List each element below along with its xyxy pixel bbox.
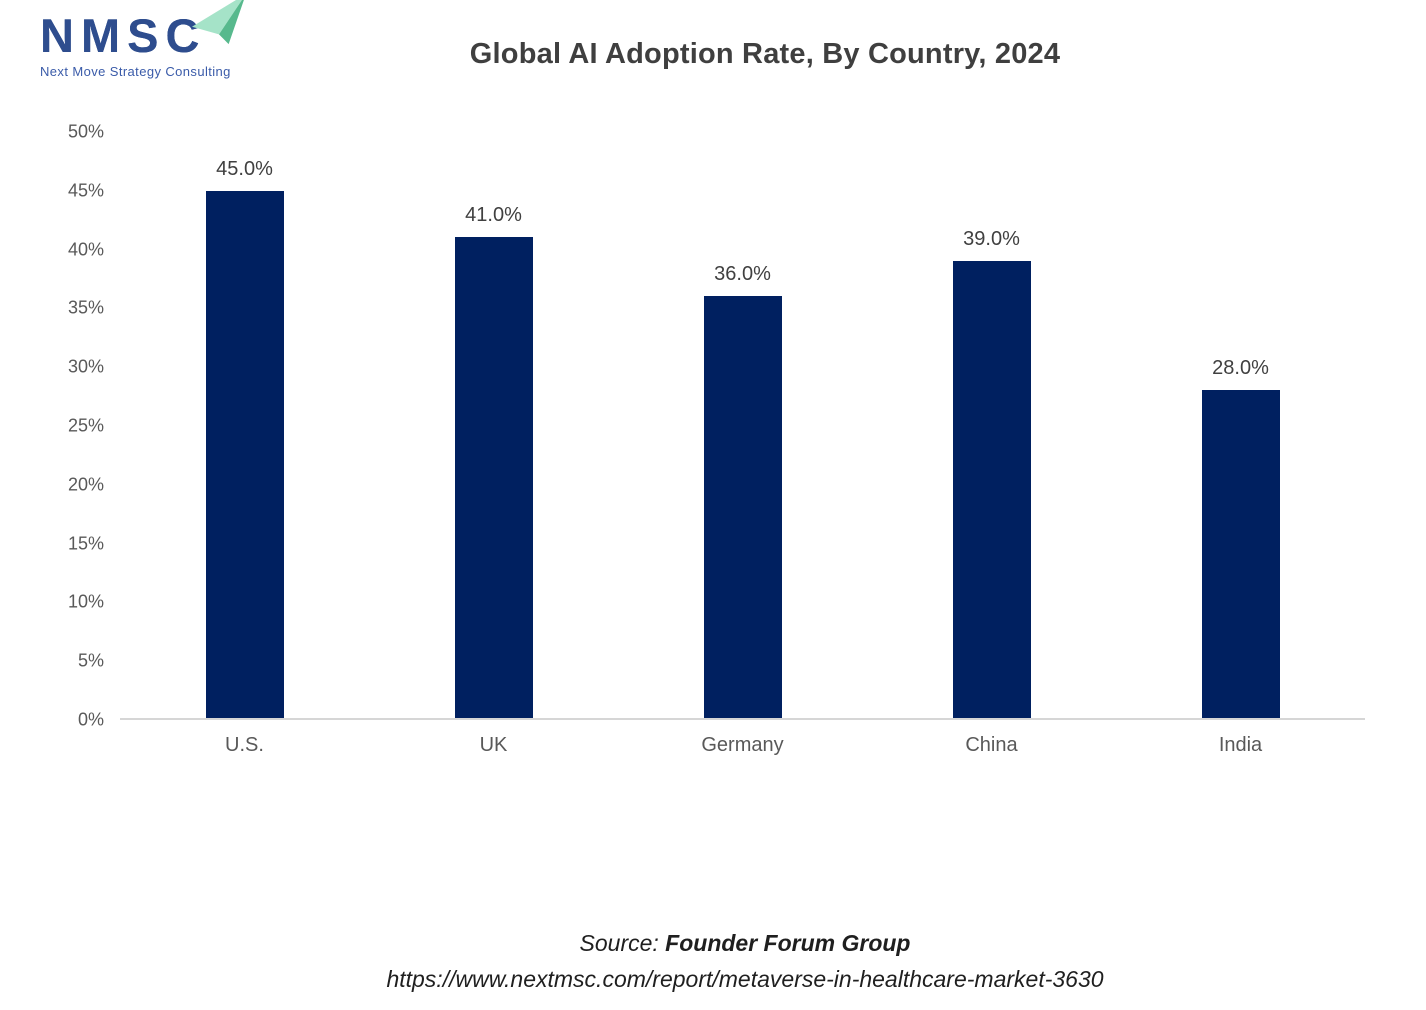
bar xyxy=(703,296,782,718)
bar-column: 45.0% U.S. xyxy=(120,132,369,756)
bar-value-label: 45.0% xyxy=(216,157,273,180)
bar-column: 36.0% Germany xyxy=(618,132,867,756)
y-tick-label: 25% xyxy=(67,415,104,436)
y-tick-label: 35% xyxy=(67,297,104,318)
bar-value-label: 39.0% xyxy=(963,227,1020,250)
bar-value-label: 28.0% xyxy=(1212,356,1269,379)
y-tick-label: 45% xyxy=(67,180,104,201)
x-axis-label: UK xyxy=(479,734,508,756)
bar xyxy=(205,190,284,718)
paper-plane-arrow-icon xyxy=(192,0,245,45)
x-axis-label: U.S. xyxy=(225,734,264,756)
y-tick-label: 50% xyxy=(67,121,104,142)
y-tick-label: 15% xyxy=(67,533,104,554)
x-axis-label: China xyxy=(965,734,1018,756)
bar-value-label: 41.0% xyxy=(465,204,522,227)
bar-column: 41.0% UK xyxy=(369,132,618,756)
source-prefix: Source: xyxy=(579,930,659,956)
x-axis-label: Germany xyxy=(701,734,784,756)
x-axis-label: India xyxy=(1218,734,1263,756)
bar-value-label: 36.0% xyxy=(714,263,771,286)
y-tick-label: 0% xyxy=(77,709,104,730)
source-footer: Source: Founder Forum Group https://www.… xyxy=(64,925,1426,997)
y-tick-label: 10% xyxy=(67,591,104,612)
logo-text: NMSC xyxy=(40,9,207,63)
bar-column: 39.0% China xyxy=(867,132,1116,756)
y-tick-label: 20% xyxy=(67,474,104,495)
bar xyxy=(454,237,533,718)
logo-tagline: Next Move Strategy Consulting xyxy=(40,64,231,79)
chart-title: Global AI Adoption Rate, By Country, 202… xyxy=(469,38,1061,70)
y-tick-label: 30% xyxy=(67,356,104,377)
bar-column: 28.0% India xyxy=(1116,132,1365,756)
y-tick-label: 5% xyxy=(77,650,104,671)
source-line: Source: Founder Forum Group xyxy=(64,925,1426,961)
plot-area: 45.0% U.S. 41.0% UK 36.0% Germany 39.0% China 28… xyxy=(120,132,1365,756)
bar xyxy=(1201,389,1280,718)
bar xyxy=(952,260,1031,718)
y-tick-label: 40% xyxy=(67,239,104,260)
source-name: Founder Forum Group xyxy=(665,930,911,956)
y-axis: 0% 5% 10% 15% 20% 25% 30% 35% 40% 45% 50% xyxy=(0,122,104,730)
nmsc-logo: NMSC Next Move Strategy Consulting xyxy=(40,0,270,79)
source-url: https://www.nextmsc.com/report/metaverse… xyxy=(386,966,1104,992)
